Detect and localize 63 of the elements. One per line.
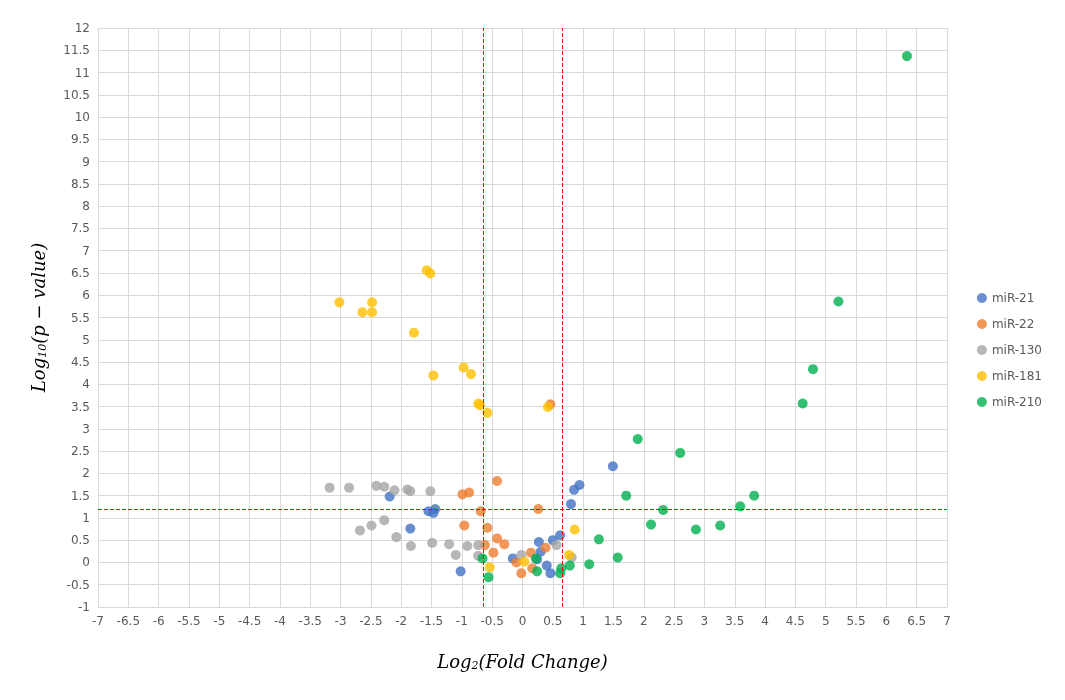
x-tick-label: 3.5	[725, 614, 745, 628]
y-tick-label: 8.5	[70, 176, 90, 191]
y-tick-label: -1	[78, 600, 90, 614]
y-tick-label: -0.5	[66, 577, 90, 592]
x-tick-label: -4	[273, 614, 286, 628]
y-tick-label: 5.5	[70, 310, 90, 325]
x-tick-label: -5.5	[177, 614, 201, 628]
y-tick-label: 4.5	[70, 355, 90, 370]
x-tick-label: -1	[455, 614, 468, 628]
x-tick-label: 2.5	[664, 614, 684, 628]
y-tick-label: 7.5	[70, 221, 90, 236]
x-tick-label: 5	[821, 614, 830, 628]
y-tick-label: 9	[82, 154, 90, 169]
y-axis-title: Log10(p − value)	[28, 242, 49, 394]
y-tick-label: 9.5	[70, 132, 90, 147]
x-tick-label: -3	[334, 614, 347, 628]
legend-label: miR-22	[991, 317, 1035, 331]
y-tick-label: 0	[82, 555, 90, 570]
legend-label: miR-21	[991, 291, 1035, 305]
x-tick-label: -1.5	[419, 614, 444, 628]
y-tick-label: 6.5	[70, 265, 90, 280]
x-tick-label: -6	[152, 614, 165, 628]
y-tick-label: 10.5	[63, 87, 90, 102]
x-tick-label: 2	[639, 614, 648, 628]
x-tick-label: 1.5	[603, 614, 624, 628]
y-tick-label: 1	[82, 510, 90, 525]
x-tick-label: 0.5	[543, 614, 563, 628]
y-tick-label: 8	[82, 199, 90, 214]
x-tick-label: -6.5	[116, 614, 141, 628]
y-tick-label: 4	[82, 377, 90, 392]
y-tick-label: 6	[82, 288, 90, 303]
y-tick-label: 5	[82, 332, 90, 347]
x-tick-label: 0	[518, 614, 527, 628]
x-tick-label: 4	[761, 614, 769, 628]
y-tick-label: 7	[82, 243, 90, 258]
y-tick-label: 1.5	[70, 488, 90, 503]
y-tick-label: 10	[74, 110, 90, 125]
y-tick-label: 2	[82, 466, 90, 481]
x-tick-label: -2.5	[359, 614, 383, 628]
x-tick-label: 5.5	[846, 614, 866, 628]
x-tick-label: 3	[700, 614, 709, 628]
y-tick-label: 3.5	[70, 399, 90, 414]
y-tick-label: 3	[82, 421, 90, 436]
y-tick-label: 11.5	[63, 43, 90, 58]
x-tick-label: -3.5	[298, 614, 322, 628]
x-tick-label: 4.5	[785, 614, 805, 628]
legend-label: miR-130	[991, 343, 1042, 357]
y-tick-label: 12	[74, 21, 90, 35]
x-tick-label: 6	[882, 614, 891, 628]
x-tick-label: -0.5	[480, 614, 504, 628]
legend-label: miR-181	[991, 369, 1042, 383]
x-tick-label: -5	[213, 614, 226, 628]
y-tick-label: 11	[74, 65, 90, 80]
x-tick-label: -2	[395, 614, 408, 628]
x-tick-label: 6.5	[907, 614, 927, 628]
legend-label: miR-210	[991, 395, 1042, 409]
x-tick-label: 1	[579, 614, 587, 628]
x-tick-label: -4.5	[237, 614, 262, 628]
y-tick-label: 0.5	[70, 533, 90, 548]
x-axis-title: Log2(Fold Change)	[436, 651, 608, 672]
x-tick-label: 7	[943, 614, 951, 628]
y-tick-label: 2.5	[70, 444, 90, 459]
x-tick-label: -7	[92, 614, 104, 628]
